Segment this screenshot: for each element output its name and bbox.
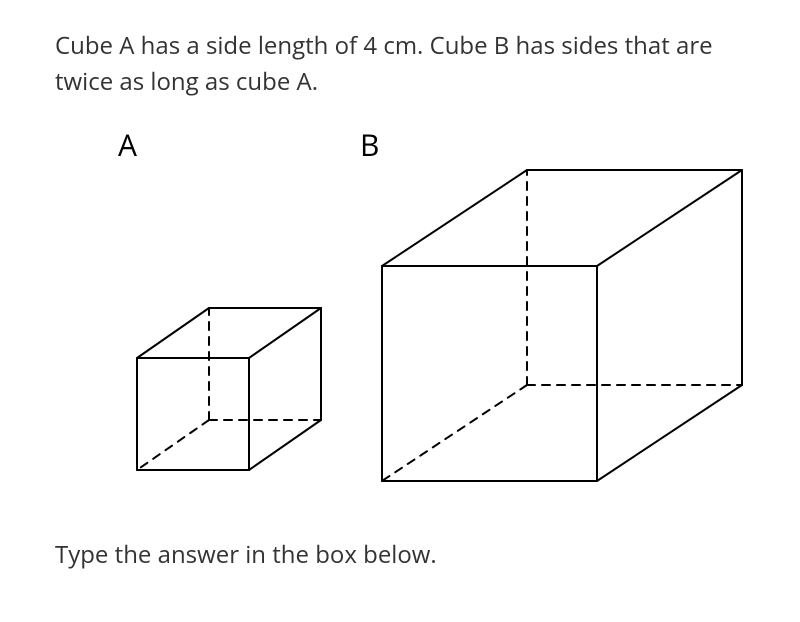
figure-area: A B: [55, 118, 695, 533]
cube-a-diagram: [133, 304, 325, 474]
question-text: Cube A has a side length of 4 cm. Cube B…: [55, 28, 750, 100]
cube-a-label: A: [118, 122, 137, 167]
cube-b-diagram: [378, 166, 746, 485]
instruction-text: Type the answer in the box below.: [55, 537, 750, 573]
page: Cube A has a side length of 4 cm. Cube B…: [0, 0, 800, 593]
cube-b-label: B: [360, 122, 379, 167]
